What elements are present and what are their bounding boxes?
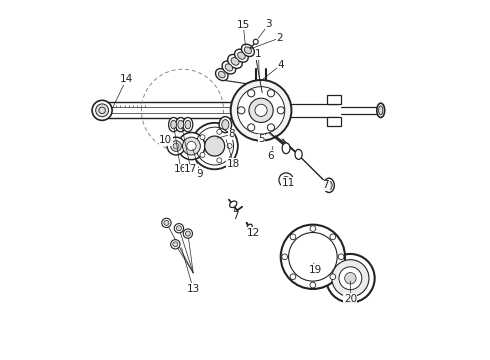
Circle shape — [279, 173, 293, 187]
Circle shape — [92, 100, 112, 120]
Circle shape — [238, 107, 245, 114]
Ellipse shape — [222, 120, 229, 130]
Ellipse shape — [216, 69, 228, 81]
Ellipse shape — [178, 120, 184, 129]
Circle shape — [178, 132, 205, 159]
Circle shape — [332, 260, 369, 297]
Text: 3: 3 — [266, 19, 272, 29]
Circle shape — [326, 254, 375, 302]
Ellipse shape — [379, 106, 383, 115]
Text: 5: 5 — [258, 134, 265, 144]
Ellipse shape — [230, 201, 237, 208]
Text: 6: 6 — [268, 151, 274, 161]
Circle shape — [182, 137, 200, 155]
Circle shape — [187, 141, 196, 151]
Circle shape — [289, 233, 337, 281]
Circle shape — [174, 224, 184, 233]
Circle shape — [283, 176, 290, 184]
Circle shape — [290, 274, 296, 280]
Ellipse shape — [225, 64, 233, 71]
Ellipse shape — [171, 120, 176, 129]
Ellipse shape — [323, 178, 334, 193]
Circle shape — [162, 218, 171, 228]
Ellipse shape — [245, 47, 251, 54]
Circle shape — [249, 98, 273, 122]
Circle shape — [217, 129, 222, 134]
Circle shape — [277, 107, 284, 114]
Bar — [327, 117, 342, 126]
Text: 20: 20 — [344, 294, 357, 303]
Ellipse shape — [228, 54, 242, 68]
Circle shape — [255, 104, 267, 116]
Text: 10: 10 — [159, 135, 172, 145]
Text: 4: 4 — [277, 60, 284, 70]
Ellipse shape — [377, 103, 385, 117]
Text: 9: 9 — [196, 168, 203, 179]
Circle shape — [171, 141, 181, 152]
Circle shape — [227, 144, 232, 149]
Text: 17: 17 — [184, 164, 197, 174]
Text: 18: 18 — [227, 159, 240, 169]
Circle shape — [173, 242, 178, 247]
Circle shape — [192, 123, 238, 169]
Circle shape — [330, 234, 336, 240]
Circle shape — [176, 226, 181, 231]
Circle shape — [344, 273, 356, 284]
Ellipse shape — [295, 149, 302, 159]
Ellipse shape — [219, 117, 232, 133]
Text: 13: 13 — [187, 284, 200, 294]
Circle shape — [167, 137, 185, 155]
Text: 14: 14 — [120, 74, 133, 84]
Circle shape — [268, 124, 274, 131]
Circle shape — [339, 267, 362, 290]
Circle shape — [247, 124, 255, 131]
Circle shape — [282, 254, 288, 260]
Circle shape — [247, 90, 255, 97]
Ellipse shape — [242, 44, 254, 57]
Circle shape — [268, 90, 274, 97]
Text: 7: 7 — [232, 211, 238, 221]
Ellipse shape — [231, 58, 239, 65]
Circle shape — [205, 136, 224, 156]
Text: 19: 19 — [309, 265, 322, 275]
Circle shape — [237, 87, 285, 134]
Ellipse shape — [235, 49, 248, 62]
Ellipse shape — [185, 120, 191, 129]
Circle shape — [281, 225, 345, 289]
Ellipse shape — [219, 71, 225, 78]
Ellipse shape — [222, 61, 236, 74]
Text: 2: 2 — [277, 33, 283, 43]
Ellipse shape — [238, 52, 245, 59]
Text: 15: 15 — [237, 19, 250, 30]
Text: 11: 11 — [282, 178, 295, 188]
Circle shape — [164, 220, 169, 225]
Circle shape — [231, 80, 292, 141]
Circle shape — [310, 282, 316, 288]
Circle shape — [200, 135, 205, 140]
Circle shape — [171, 240, 180, 249]
Text: 8: 8 — [228, 129, 235, 139]
Ellipse shape — [282, 143, 290, 154]
Circle shape — [185, 231, 190, 236]
Circle shape — [183, 229, 193, 238]
Circle shape — [200, 152, 205, 157]
Text: 16: 16 — [174, 164, 187, 174]
Ellipse shape — [176, 117, 186, 132]
Circle shape — [217, 158, 222, 163]
Circle shape — [253, 39, 258, 44]
Ellipse shape — [169, 117, 178, 132]
Ellipse shape — [183, 117, 193, 132]
Bar — [327, 95, 342, 104]
Text: 1: 1 — [255, 49, 262, 59]
Text: 12: 12 — [247, 228, 260, 238]
Circle shape — [290, 234, 296, 240]
Circle shape — [330, 274, 336, 280]
Circle shape — [96, 104, 109, 117]
Circle shape — [338, 254, 344, 260]
Ellipse shape — [247, 224, 252, 230]
Text: 7: 7 — [322, 180, 329, 190]
Ellipse shape — [326, 181, 332, 190]
Circle shape — [310, 226, 316, 231]
